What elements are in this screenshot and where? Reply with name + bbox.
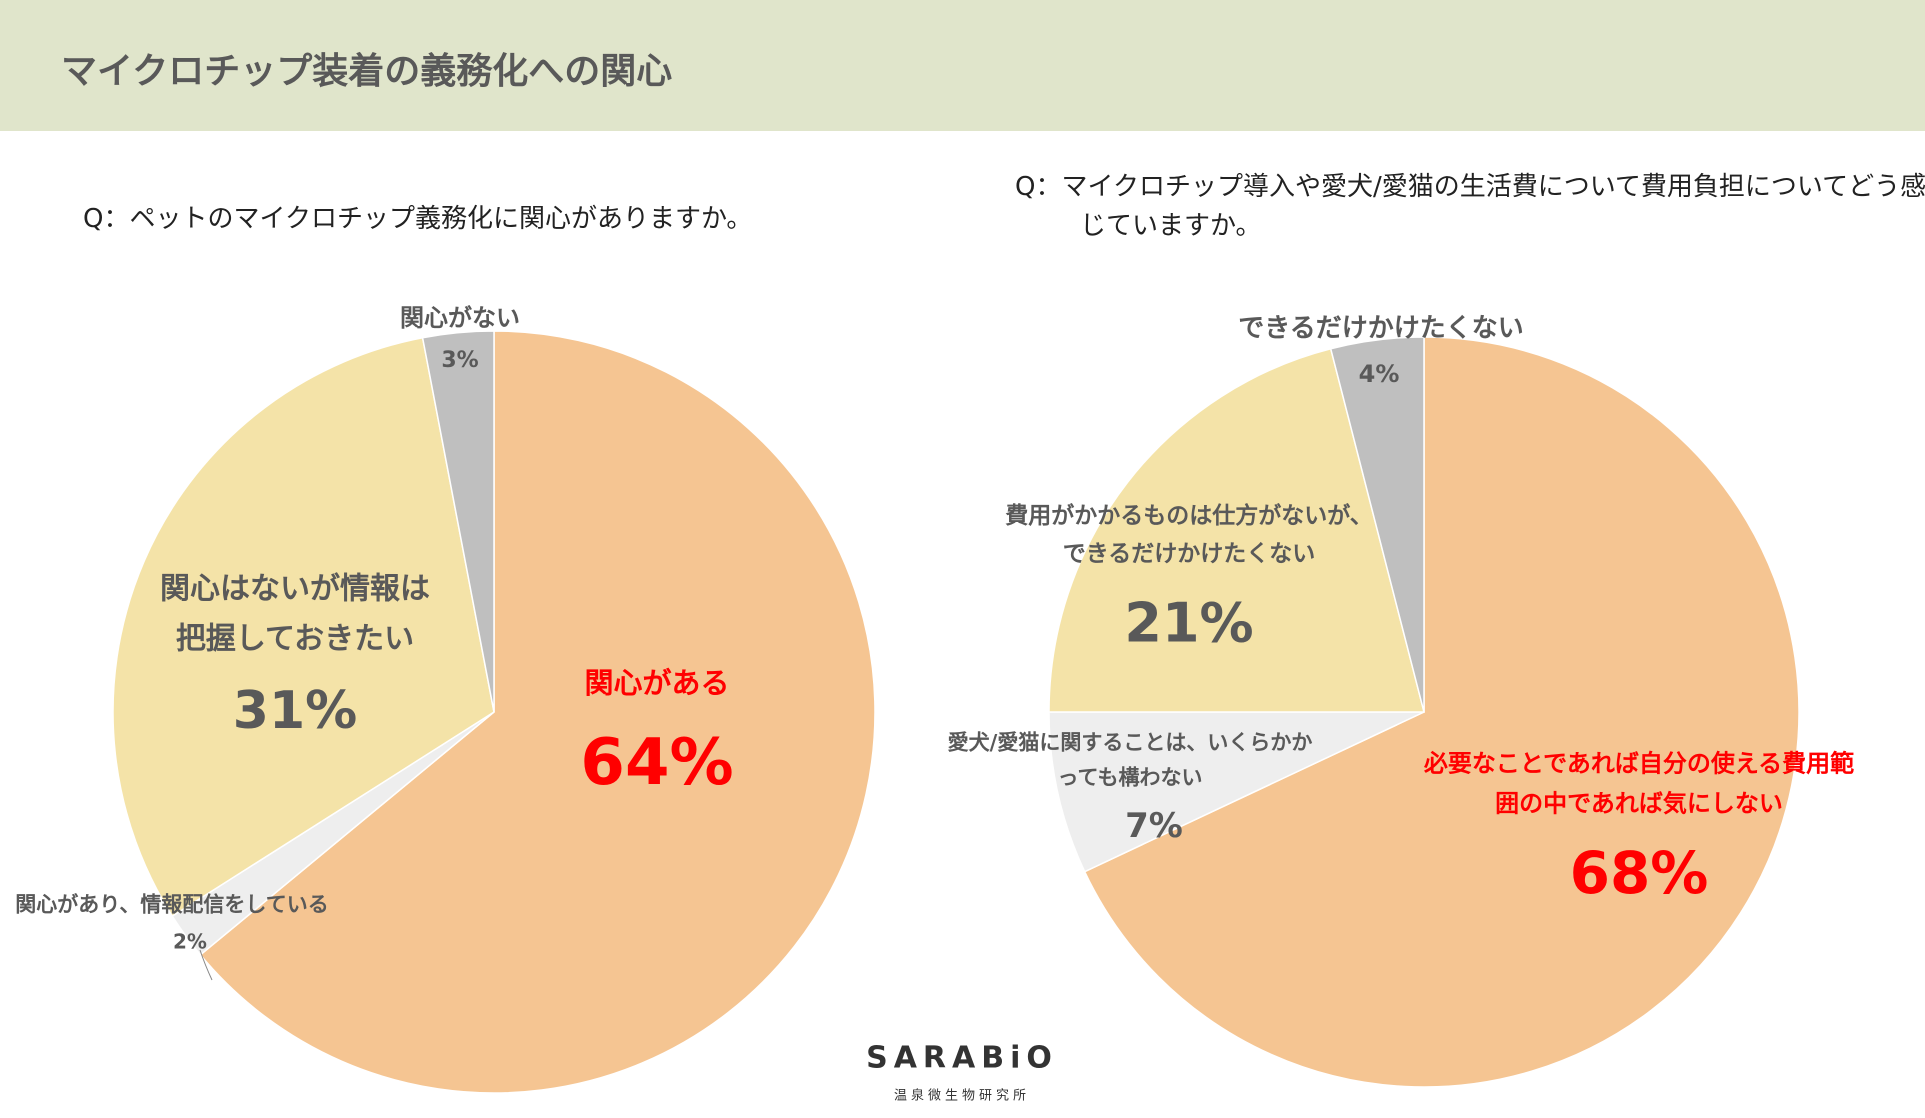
pie-slice — [199, 330, 876, 1094]
header-band — [0, 0, 1925, 131]
pie-slice — [421, 330, 495, 713]
value-label: 3% — [441, 347, 479, 373]
slice-label: 関心がない — [400, 304, 520, 333]
question: Q：ペットのマイクロチップ義務化に関心がありますか。 — [83, 204, 753, 234]
pie-slice — [1048, 711, 1425, 873]
value-label: 4% — [1358, 360, 1400, 389]
pie-slice — [1083, 336, 1800, 1088]
slice-label: 費用がかかるものは仕方がないが、 できるだけかけたくない — [1005, 503, 1373, 567]
value-label: 64% — [580, 726, 734, 801]
slice-label: 愛犬/愛猫に関することは、いくらかか っても構わない — [947, 730, 1313, 789]
slice-label: 関心がある — [584, 666, 730, 701]
question: Q：マイクロチップ導入や愛犬/愛猫の生活費について費用負担についてどう感じていま… — [1015, 172, 1925, 241]
slice-label: 関心があり、情報配信をしている — [15, 892, 329, 917]
pie-slice — [1048, 347, 1425, 713]
value-label: 31% — [232, 681, 358, 742]
slice-label: 関心はないが情報は 把握しておきたい — [160, 571, 430, 657]
page-title: マイクロチップ装着の義務化への関心 — [61, 51, 673, 92]
value-label: 7% — [1125, 805, 1183, 846]
value-label: 68% — [1569, 839, 1709, 908]
logo: SARABiO — [866, 1040, 1058, 1076]
pie-slice — [112, 336, 495, 918]
logo-subtitle: 温泉微生物研究所 — [893, 1088, 1031, 1104]
value-label: 21% — [1124, 591, 1254, 655]
slice-label: できるだけかけたくない — [1238, 313, 1524, 344]
pie-slice — [1329, 336, 1425, 713]
value-label: 2% — [173, 929, 207, 954]
leader-line — [199, 949, 213, 981]
slice-label: 必要なことであれば自分の使える費用範 囲の中であれば気にしない — [1423, 749, 1855, 817]
